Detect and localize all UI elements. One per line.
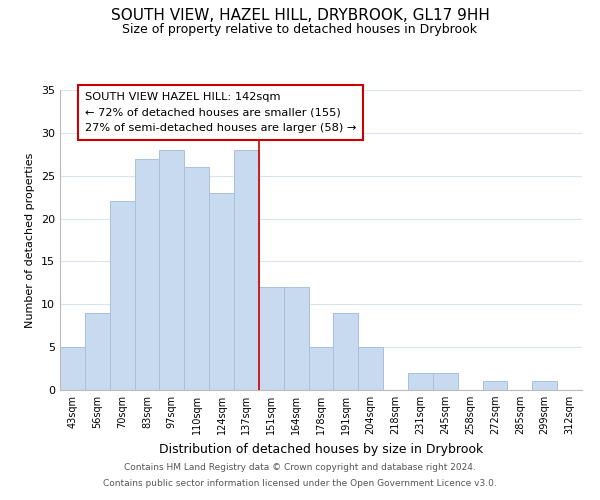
Bar	[259, 287, 284, 390]
Bar	[482, 382, 508, 390]
Bar	[85, 313, 110, 390]
Text: SOUTH VIEW HAZEL HILL: 142sqm
← 72% of detached houses are smaller (155)
27% of : SOUTH VIEW HAZEL HILL: 142sqm ← 72% of d…	[85, 92, 356, 133]
Bar	[308, 347, 334, 390]
Bar	[234, 150, 259, 390]
Text: Contains public sector information licensed under the Open Government Licence v3: Contains public sector information licen…	[103, 478, 497, 488]
Bar	[358, 347, 383, 390]
Y-axis label: Number of detached properties: Number of detached properties	[25, 152, 35, 328]
Bar	[160, 150, 184, 390]
Bar	[110, 202, 134, 390]
Bar	[532, 382, 557, 390]
Bar	[60, 347, 85, 390]
Text: Distribution of detached houses by size in Drybrook: Distribution of detached houses by size …	[159, 442, 483, 456]
Text: SOUTH VIEW, HAZEL HILL, DRYBROOK, GL17 9HH: SOUTH VIEW, HAZEL HILL, DRYBROOK, GL17 9…	[110, 8, 490, 22]
Text: Size of property relative to detached houses in Drybrook: Size of property relative to detached ho…	[122, 22, 478, 36]
Text: Contains HM Land Registry data © Crown copyright and database right 2024.: Contains HM Land Registry data © Crown c…	[124, 464, 476, 472]
Bar	[284, 287, 308, 390]
Bar	[433, 373, 458, 390]
Bar	[408, 373, 433, 390]
Bar	[209, 193, 234, 390]
Bar	[134, 158, 160, 390]
Bar	[334, 313, 358, 390]
Bar	[184, 167, 209, 390]
